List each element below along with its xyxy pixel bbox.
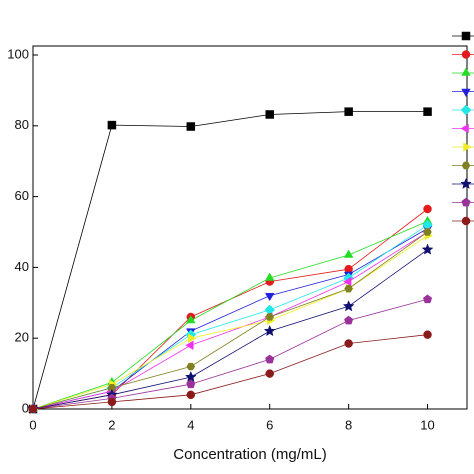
series-line [32, 231, 428, 410]
y-tick-label: 60 [15, 188, 29, 203]
marker [344, 339, 353, 348]
series-line [32, 334, 428, 410]
series-line [32, 235, 428, 410]
marker [264, 292, 275, 302]
x-axis-title: Concentration (mg/mL) [173, 446, 326, 463]
marker [463, 142, 472, 152]
marker [265, 110, 274, 119]
series-line [32, 231, 428, 410]
marker [107, 384, 117, 392]
marker [421, 243, 434, 255]
series-line [32, 224, 428, 410]
x-tick-label: 10 [420, 417, 434, 432]
x-tick-label: 8 [345, 417, 352, 432]
marker [342, 300, 355, 312]
series-line [32, 221, 428, 410]
y-tick-label: 20 [15, 330, 29, 345]
marker [461, 50, 471, 59]
y-tick-label: 40 [15, 259, 29, 274]
marker [28, 404, 38, 414]
marker [186, 390, 196, 400]
marker [186, 122, 196, 131]
marker [344, 315, 354, 325]
marker [461, 88, 471, 98]
marker [460, 104, 472, 116]
marker [461, 216, 471, 226]
marker [343, 249, 354, 258]
series-line [32, 111, 428, 410]
marker [186, 362, 196, 371]
series-line [32, 208, 428, 410]
series-line [32, 228, 428, 410]
marker [461, 31, 471, 41]
marker [460, 177, 472, 189]
marker [263, 324, 276, 337]
marker [461, 161, 471, 170]
plot-frame [32, 45, 468, 410]
x-tick-label: 2 [108, 417, 115, 432]
marker [344, 107, 353, 116]
x-tick-label: 6 [266, 417, 273, 432]
x-tick-label: 4 [187, 417, 194, 432]
series-line [32, 298, 428, 410]
marker [460, 123, 469, 134]
marker [188, 333, 197, 343]
marker [423, 107, 432, 116]
marker [186, 379, 196, 389]
marker [423, 228, 432, 236]
marker [185, 340, 194, 351]
marker [423, 294, 433, 304]
marker [461, 197, 471, 207]
marker [344, 284, 353, 293]
marker [461, 67, 471, 76]
marker [343, 276, 352, 287]
marker [265, 354, 275, 364]
marker [186, 314, 196, 324]
marker [423, 204, 432, 214]
marker [265, 313, 274, 321]
y-tick-label: 0 [22, 400, 29, 415]
marker [423, 330, 432, 339]
series-line [32, 249, 428, 410]
marker [264, 272, 275, 281]
marker [107, 397, 117, 407]
marker [107, 120, 117, 130]
y-tick-label: 80 [15, 117, 29, 132]
x-tick-label: 0 [29, 417, 36, 432]
marker [265, 369, 274, 378]
y-tick-label: 100 [7, 46, 29, 61]
